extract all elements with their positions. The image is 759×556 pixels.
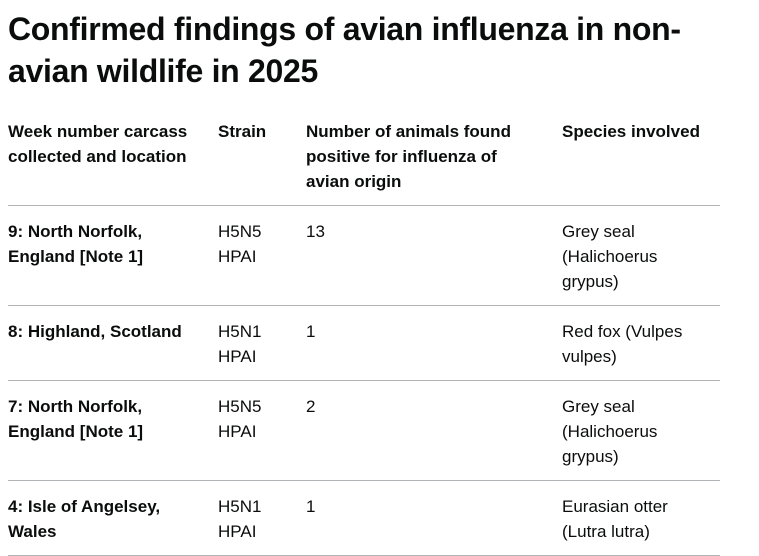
table-cell: 1 [306,480,562,556]
findings-table: Week number carcass collected and locati… [8,116,720,556]
table-cell: Red fox (Vulpes vulpes) [562,305,720,381]
table-cell: 2 [306,380,562,481]
column-header: Species involved [562,116,720,206]
table-cell: 8: Highland, Scotland [8,305,218,381]
table-cell: H5N1 HPAI [218,480,306,556]
table-cell: H5N5 HPAI [218,205,306,306]
table-cell: 1 [306,305,562,381]
table-row: 8: Highland, Scotland H5N1 HPAI 1 Red fox (… [8,305,720,381]
table-cell: H5N5 HPAI [218,380,306,481]
table-cell: 7: North Norfolk, England [Note 1] [8,380,218,481]
table-row: 7: North Norfolk, England [Note 1] H5N5 H… [8,380,720,481]
column-header: Strain [218,116,306,206]
table-cell: Grey seal (Halichoerus grypus) [562,380,720,481]
header-row: Week number carcass collected and locati… [8,116,720,206]
table-cell: 4: Isle of Angelsey, Wales [8,480,218,556]
table-cell: H5N1 HPAI [218,305,306,381]
table-cell: 9: North Norfolk, England [Note 1] [8,205,218,306]
table-row: 4: Isle of Angelsey, Wales H5N1 HPAI 1 Eura… [8,480,720,556]
table-row: 9: North Norfolk, England [Note 1] H5N5 H… [8,205,720,306]
table-head: Week number carcass collected and locati… [8,116,720,206]
table-cell: Eurasian otter (Lutra lutra) [562,480,720,556]
table-body: 9: North Norfolk, England [Note 1] H5N5 H… [8,205,720,556]
table-cell: Grey seal (Halichoerus grypus) [562,205,720,306]
column-header: Week number carcass collected and locati… [8,116,218,206]
page-title: Confirmed findings of avian influenza in… [8,11,681,89]
column-header: Number of animals found positive for inf… [306,116,562,206]
table-cell: 13 [306,205,562,306]
